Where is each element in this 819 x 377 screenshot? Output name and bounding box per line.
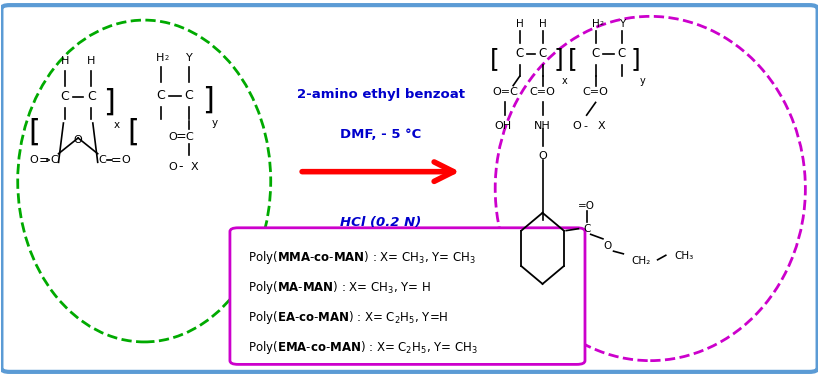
Text: 2-amino ethyl benzoat: 2-amino ethyl benzoat	[297, 89, 465, 101]
Text: O: O	[74, 135, 83, 145]
Text: C: C	[51, 155, 58, 166]
Text: -: -	[179, 160, 183, 173]
Text: Y: Y	[618, 19, 625, 29]
Text: C: C	[185, 132, 193, 142]
Text: O=C: O=C	[492, 87, 518, 97]
Text: y: y	[640, 76, 645, 86]
Text: O: O	[121, 155, 130, 166]
Text: C=O: C=O	[582, 87, 609, 97]
Text: O: O	[29, 155, 38, 166]
Text: $_2$: $_2$	[165, 52, 170, 63]
Text: DMF, - 5 °C: DMF, - 5 °C	[341, 128, 422, 141]
Text: C: C	[591, 47, 600, 60]
Text: CH₃: CH₃	[674, 251, 694, 261]
Text: OH: OH	[495, 121, 512, 131]
Text: H: H	[156, 52, 165, 63]
Text: HCl (0.2 N): HCl (0.2 N)	[341, 216, 422, 229]
Text: Poly($\mathbf{MMA}$-$\mathbf{co}$-$\mathbf{MAN}$) : X= CH$_3$, Y= CH$_3$: Poly($\mathbf{MMA}$-$\mathbf{co}$-$\math…	[248, 249, 476, 266]
Text: H: H	[516, 19, 523, 29]
Text: C: C	[583, 224, 590, 234]
Text: y: y	[212, 118, 219, 128]
Text: [: [	[568, 48, 577, 71]
Text: H: H	[87, 56, 95, 66]
Text: Poly($\mathbf{MA}$-$\mathbf{MAN}$) : X= CH$_3$, Y= H: Poly($\mathbf{MA}$-$\mathbf{MAN}$) : X= …	[248, 279, 431, 296]
Text: =O: =O	[578, 201, 595, 210]
Text: -: -	[583, 121, 587, 131]
Text: Poly($\mathbf{EMA}$-$\mathbf{co}$-$\mathbf{MAN}$) : X= C$_2$H$_5$, Y= CH$_3$: Poly($\mathbf{EMA}$-$\mathbf{co}$-$\math…	[248, 339, 478, 356]
Text: C: C	[156, 89, 165, 102]
Text: NH: NH	[534, 121, 551, 131]
Text: CH₂: CH₂	[631, 256, 651, 265]
FancyBboxPatch shape	[2, 5, 817, 372]
Text: [: [	[128, 118, 139, 147]
Text: =: =	[111, 154, 121, 167]
Text: X: X	[598, 121, 605, 131]
Text: H: H	[539, 19, 546, 29]
Text: Poly($\mathbf{EA}$-$\mathbf{co}$-$\mathbf{MAN}$) : X= C$_2$H$_5$, Y=H: Poly($\mathbf{EA}$-$\mathbf{co}$-$\mathb…	[248, 309, 449, 326]
Text: [: [	[491, 48, 500, 71]
Text: C: C	[618, 47, 626, 60]
Text: ]: ]	[202, 86, 214, 115]
Text: C: C	[516, 47, 524, 60]
Text: ]: ]	[631, 48, 640, 71]
Text: C: C	[98, 155, 106, 166]
Text: =: =	[38, 154, 49, 167]
Text: O: O	[603, 241, 611, 251]
Text: C: C	[185, 89, 193, 102]
Text: x: x	[562, 76, 568, 86]
Text: H: H	[591, 19, 600, 29]
Text: C=O: C=O	[530, 87, 555, 97]
Text: [: [	[28, 118, 40, 147]
FancyBboxPatch shape	[230, 228, 585, 365]
Text: C: C	[61, 90, 70, 103]
Text: C: C	[538, 47, 546, 60]
Text: =: =	[175, 130, 186, 143]
Text: Y: Y	[186, 52, 192, 63]
Text: $_2$: $_2$	[600, 19, 605, 28]
Text: x: x	[113, 120, 120, 130]
Text: ]: ]	[103, 88, 115, 117]
Text: O: O	[538, 150, 547, 161]
Text: C: C	[87, 90, 96, 103]
Text: ]: ]	[553, 48, 563, 71]
Text: X: X	[191, 162, 199, 172]
Text: H: H	[61, 56, 70, 66]
Text: O: O	[169, 162, 177, 172]
Text: O: O	[572, 121, 581, 131]
Text: O: O	[169, 132, 177, 142]
